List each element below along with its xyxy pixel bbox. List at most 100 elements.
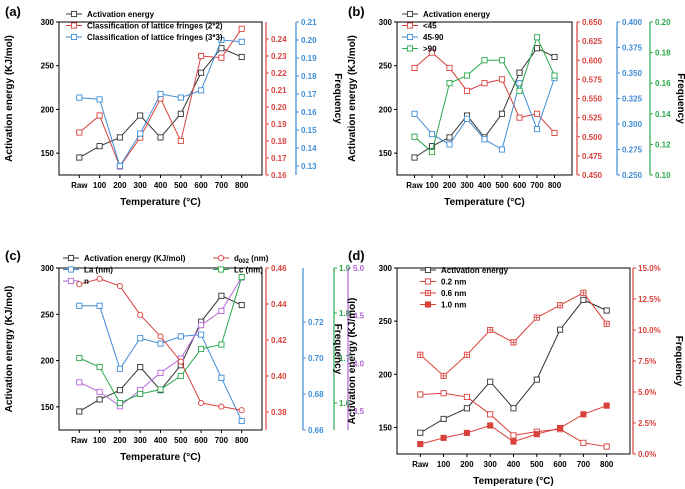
data-point-cross <box>417 352 423 358</box>
legend-label: La (nm) <box>84 266 113 275</box>
right-tick-label: 1.6 <box>339 399 351 408</box>
right-tick-label: 0.375 <box>622 44 643 53</box>
data-point <box>238 25 245 32</box>
data-point <box>551 129 558 136</box>
data-point <box>498 57 506 64</box>
data-point <box>603 402 610 409</box>
data-point <box>487 378 494 385</box>
data-point <box>76 408 83 415</box>
data-point <box>218 341 225 348</box>
right-tick-label: 0.550 <box>582 95 603 104</box>
data-point <box>510 438 517 445</box>
data-point <box>157 333 164 340</box>
right-tick-label: 15.0% <box>638 264 661 273</box>
data-point <box>177 333 184 340</box>
data-point <box>177 358 184 365</box>
data-point <box>116 387 123 394</box>
legend-label: 1.0 nm <box>441 301 466 310</box>
data-point <box>481 80 488 87</box>
panel-b: (b) 150 200 250 300 Activation energy (KJ/mol… <box>347 4 685 208</box>
left-axis-title: Activation energy (KJ/mol) <box>347 35 358 162</box>
data-point <box>218 403 225 410</box>
data-point <box>510 339 517 346</box>
data-point <box>463 115 471 122</box>
legend-label: Classification of lattice fringes (3*3) <box>87 33 223 42</box>
right-tick-label: 1.9 <box>339 264 351 273</box>
legend-marker <box>424 289 432 297</box>
data-point <box>428 143 436 150</box>
legend-marker <box>67 254 75 262</box>
data-point <box>96 363 103 371</box>
x-tick-label: 400 <box>154 436 168 445</box>
data-point <box>428 131 436 138</box>
x-tick-label: 200 <box>460 460 474 469</box>
x-tick-label: 400 <box>478 181 492 190</box>
left-tick-label: 250 <box>379 317 393 326</box>
right-tick-label: 0.18 <box>271 137 287 146</box>
data-point <box>137 311 144 318</box>
left-tick-label: 200 <box>41 357 55 366</box>
right-tick-label: 0.42 <box>271 336 287 345</box>
data-point <box>487 326 494 334</box>
data-point <box>487 422 494 429</box>
x-axis-title: Temperature (°C) <box>120 452 201 463</box>
x-tick-label: 400 <box>154 181 168 190</box>
data-point <box>76 281 83 288</box>
data-point <box>533 110 541 117</box>
right-tick-label: 0.0% <box>638 450 656 459</box>
data-point <box>76 154 83 161</box>
data-point <box>76 302 83 309</box>
legend-label: Activation energy <box>87 10 155 19</box>
left-tick-label: 300 <box>41 18 55 27</box>
data-point <box>510 405 517 412</box>
left-axis-title: Activation energy (KJ/mol) <box>4 35 15 162</box>
legend-label: Lc (nm) <box>234 266 263 275</box>
data-point <box>238 417 245 425</box>
right-tick-label: 2.5% <box>638 419 656 428</box>
left-tick-label: 200 <box>379 105 393 114</box>
data-point <box>533 431 540 438</box>
data-point <box>533 376 540 383</box>
data-point <box>218 292 225 299</box>
left-tick-label: 250 <box>41 310 55 319</box>
series-3 <box>411 34 558 156</box>
series-line <box>79 47 242 158</box>
legend-marker <box>406 33 414 41</box>
x-tick-label: 800 <box>600 460 614 469</box>
data-point <box>96 96 103 103</box>
data-point <box>481 57 488 64</box>
right-tick-label: 0.21 <box>271 86 287 95</box>
data-point <box>580 439 587 446</box>
right-tick-label: 0.15 <box>301 126 317 135</box>
data-point <box>198 331 205 338</box>
right-tick-label: 7.5% <box>638 357 656 366</box>
data-point <box>417 391 424 398</box>
right-tick-label: 0.14 <box>301 144 317 153</box>
x-tick-label: 600 <box>513 181 527 190</box>
data-point <box>198 399 205 407</box>
panel-c: (c) 150 200 250 300 Activation energy (KJ/mol… <box>4 248 365 463</box>
data-point <box>137 335 144 342</box>
right-tick-label: 0.13 <box>301 162 317 171</box>
right-tick-label: 0.66 <box>308 426 324 435</box>
data-point <box>463 429 470 436</box>
data-point <box>533 45 541 52</box>
x-tick-label: 100 <box>437 460 451 469</box>
data-point <box>76 129 83 136</box>
right-tick-label: 0.625 <box>582 37 603 46</box>
right-axis-title: Frequency <box>673 336 684 387</box>
left-tick-label: 150 <box>41 149 55 158</box>
data-point <box>417 429 424 436</box>
data-point <box>96 275 103 282</box>
data-point <box>557 326 564 333</box>
panel-d: (d) 150 200 250 300 Activation energy (KJ/mol… <box>347 248 684 487</box>
data-point <box>218 307 225 314</box>
data-point <box>498 110 506 117</box>
right-tick-label: 0.575 <box>582 75 603 84</box>
x-tick-label: 500 <box>174 436 188 445</box>
right-tick-label: 0.40 <box>271 372 287 381</box>
right-tick-label: 0.20 <box>655 18 671 27</box>
data-point <box>411 110 418 117</box>
x-axis-title: Temperature (°C) <box>473 476 554 487</box>
